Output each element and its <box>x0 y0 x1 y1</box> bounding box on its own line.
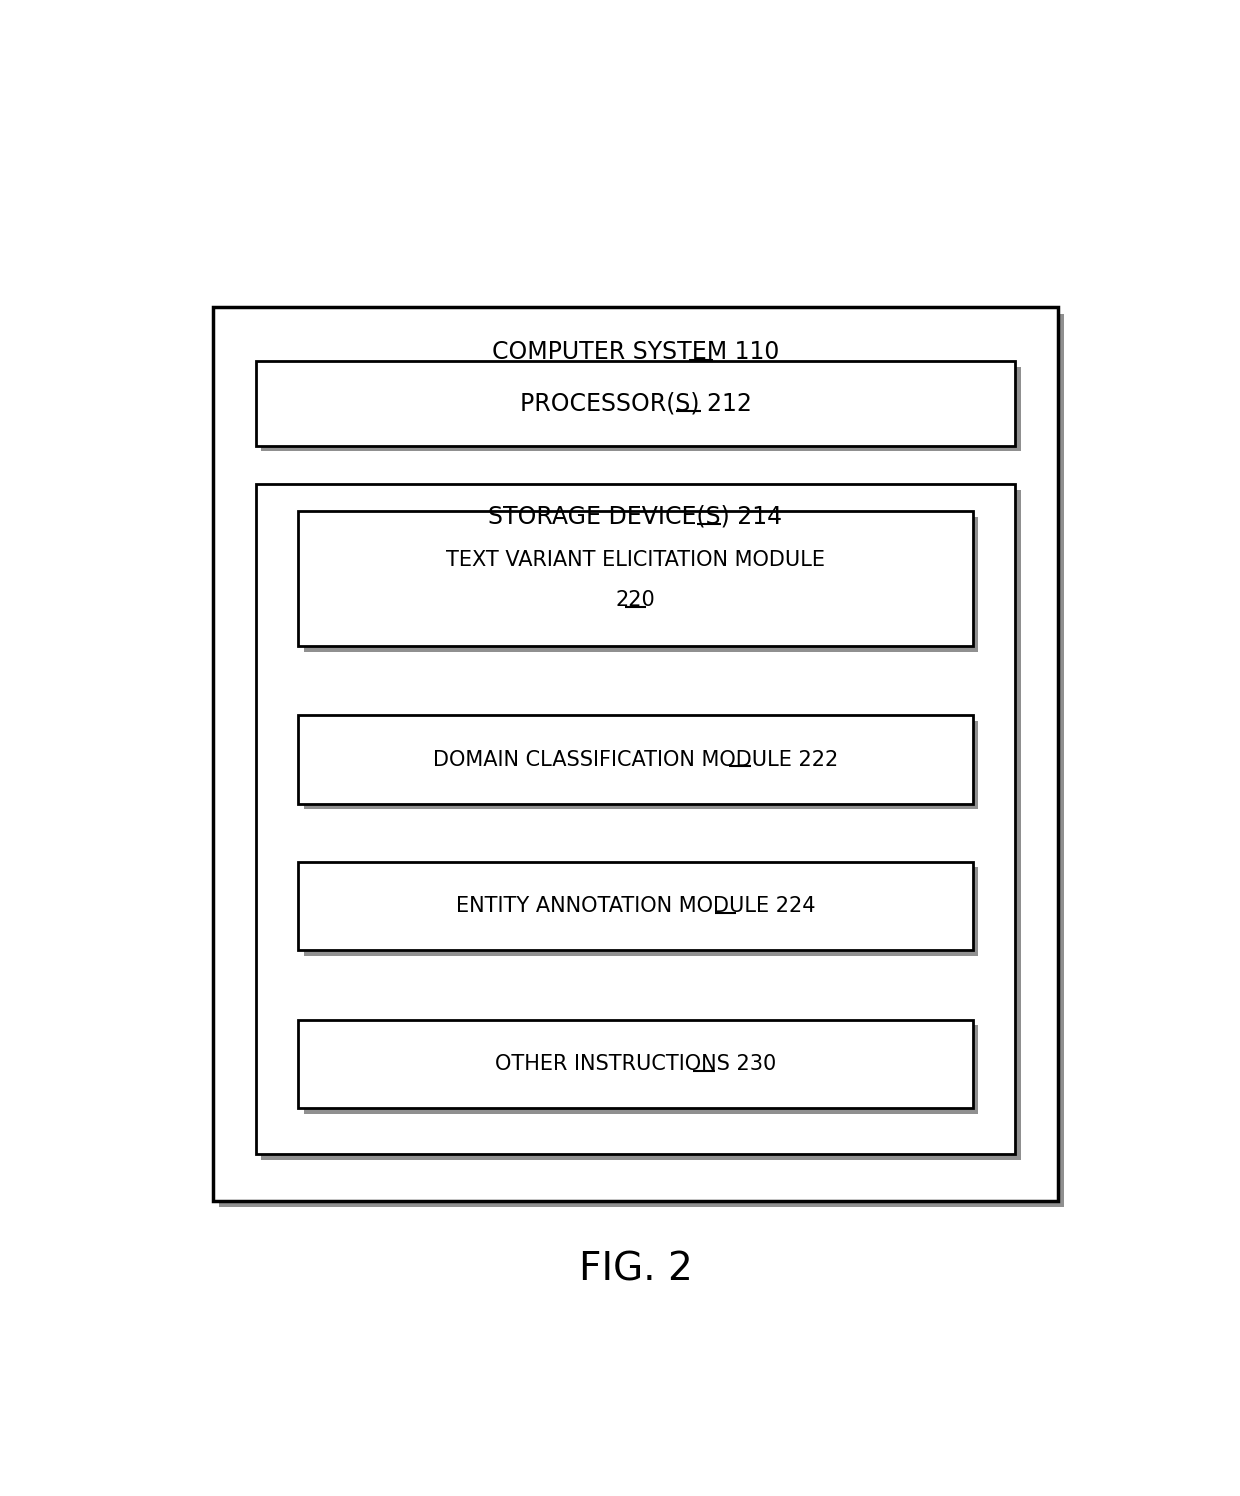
Text: ENTITY ANNOTATION MODULE 224: ENTITY ANNOTATION MODULE 224 <box>456 896 815 916</box>
Bar <box>304 721 978 809</box>
Text: COMPUTER SYSTEM 110: COMPUTER SYSTEM 110 <box>492 340 779 364</box>
Text: OTHER INSTRUCTIONS 230: OTHER INSTRUCTIONS 230 <box>495 1053 776 1074</box>
Text: PROCESSOR(S) 212: PROCESSOR(S) 212 <box>520 392 751 416</box>
Bar <box>262 489 1021 1159</box>
Bar <box>304 516 978 652</box>
Text: DOMAIN CLASSIFICATION MODULE 222: DOMAIN CLASSIFICATION MODULE 222 <box>433 749 838 770</box>
Text: STORAGE DEVICE(S) 214: STORAGE DEVICE(S) 214 <box>489 504 782 528</box>
Bar <box>299 1020 972 1109</box>
Bar <box>213 307 1058 1200</box>
Bar <box>299 862 972 950</box>
Text: TEXT VARIANT ELICITATION MODULE: TEXT VARIANT ELICITATION MODULE <box>446 551 825 570</box>
Text: FIG. 2: FIG. 2 <box>579 1251 692 1290</box>
Bar <box>262 367 1021 452</box>
Bar <box>299 512 972 646</box>
Text: 220: 220 <box>615 591 656 610</box>
Bar <box>255 485 1016 1155</box>
Bar <box>255 361 1016 446</box>
Bar <box>304 868 978 956</box>
Bar <box>299 715 972 803</box>
Bar <box>304 1025 978 1113</box>
Bar <box>219 314 1064 1207</box>
